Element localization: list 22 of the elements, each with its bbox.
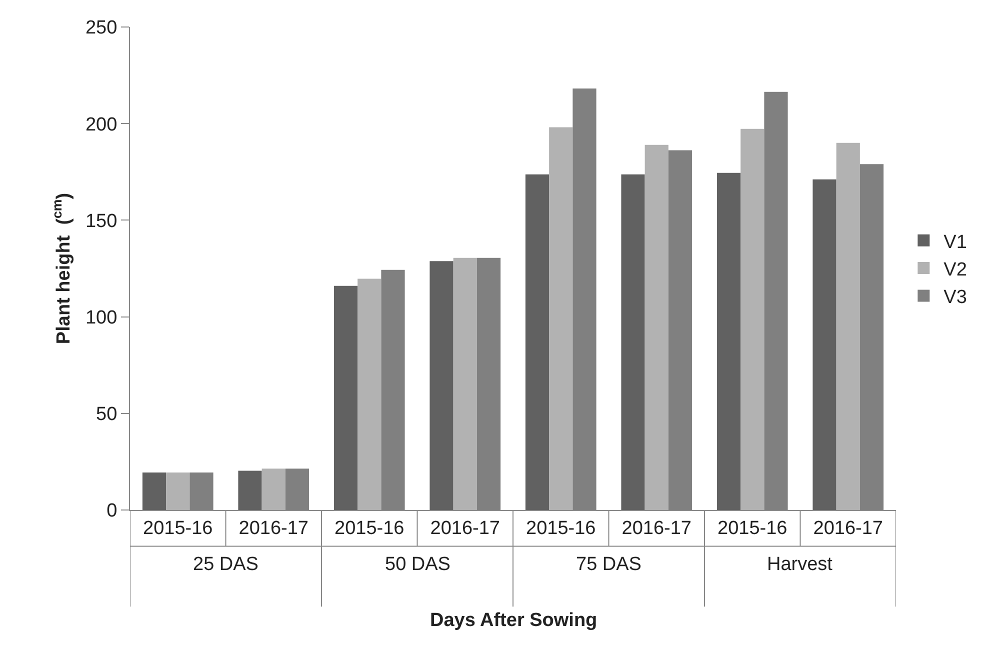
legend-label: V2 [944,259,967,280]
y-tick-label: 200 [85,114,118,136]
y-tick-label: 0 [106,500,118,522]
x-tick-label: 2015-16 [526,518,596,539]
legend-label: V3 [944,287,967,308]
x-tick-label: 2016-17 [430,518,500,539]
x-tick-label: 2016-17 [622,518,692,539]
text: Harvest [767,554,834,575]
x-tick-label: 2016-17 [238,518,308,539]
text: 75 DAS [576,554,642,575]
x-tick-label: 2016-17 [813,518,883,539]
legend-label: V1 [944,232,967,253]
x-tick-label: 2015-16 [718,518,788,539]
text: 50 DAS [385,554,450,575]
y-tick-label: 100 [85,307,118,328]
y-tick-label: 50 [96,404,118,426]
x-tick-label: 2015-16 [334,518,404,539]
text: 25 DAS [193,554,258,575]
x-axis-title: Days After Sowing [430,610,598,631]
y-tick-label: 150 [85,210,118,232]
y-tick-label: 250 [85,18,118,39]
x-tick-label: 2015-16 [143,518,213,539]
